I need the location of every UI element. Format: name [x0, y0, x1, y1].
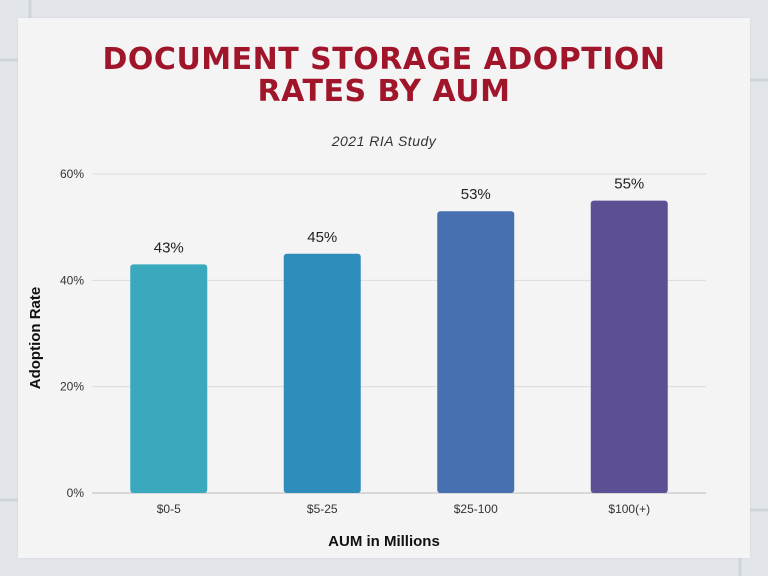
x-tick-label: $100(+) [608, 502, 650, 516]
x-tick-label: $25-100 [454, 502, 498, 516]
x-tick-label: $5-25 [307, 502, 338, 516]
y-tick-label: 20% [60, 380, 84, 394]
y-tick-label: 40% [60, 273, 84, 287]
chart-title-line-2: RATES BY AUM [257, 74, 511, 109]
y-axis-label: Adoption Rate [27, 287, 44, 390]
bar-3 [437, 211, 515, 493]
y-axis-ticks: 0% 20% 40% 60% [60, 167, 84, 500]
y-tick-label: 0% [67, 486, 85, 500]
chart-subtitle: 2021 RIA Study [331, 133, 437, 149]
data-label: 55% [614, 176, 644, 193]
bar-2 [283, 253, 361, 493]
chart-title: DOCUMENT STORAGE ADOPTION RATES BY AUM [0, 44, 768, 108]
bars: 43% 45% 53% 55% [130, 176, 668, 494]
x-tick-label: $0-5 [157, 502, 181, 516]
chart-title-line-1: DOCUMENT STORAGE ADOPTION [102, 42, 666, 77]
x-axis-label: AUM in Millions [328, 533, 440, 550]
x-axis-ticks: $0-5 $5-25 $25-100 $100(+) [157, 502, 650, 516]
data-label: 53% [461, 186, 491, 203]
bar-1 [130, 264, 208, 493]
data-label: 43% [154, 239, 184, 256]
y-tick-label: 60% [60, 167, 84, 181]
bar-4 [590, 200, 668, 494]
data-label: 45% [307, 229, 337, 246]
